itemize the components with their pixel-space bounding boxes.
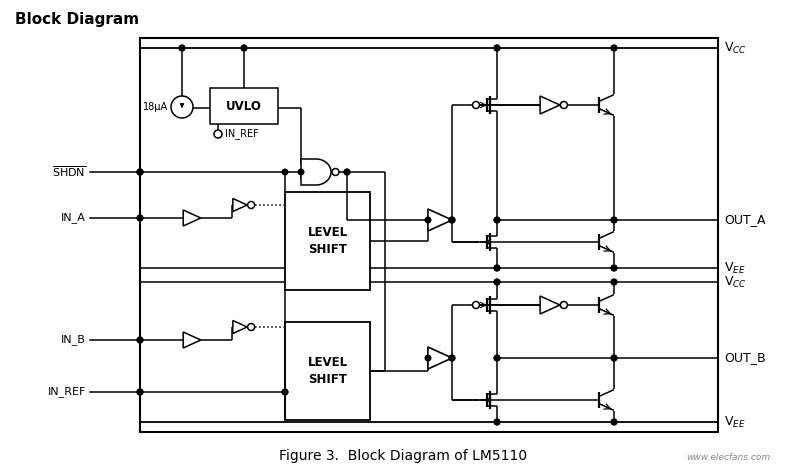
- Circle shape: [494, 355, 500, 361]
- Text: Figure 3.  Block Diagram of LM5110: Figure 3. Block Diagram of LM5110: [279, 449, 527, 463]
- Circle shape: [137, 337, 143, 343]
- Bar: [210, 88, 278, 124]
- Circle shape: [137, 215, 143, 221]
- Text: OUT_B: OUT_B: [724, 351, 766, 364]
- Circle shape: [494, 265, 500, 271]
- Text: IN_A: IN_A: [61, 212, 86, 223]
- Circle shape: [560, 302, 566, 308]
- Text: 18μA: 18μA: [143, 102, 168, 112]
- Text: IN_REF: IN_REF: [48, 386, 86, 397]
- Circle shape: [473, 302, 479, 309]
- Circle shape: [494, 419, 500, 425]
- Circle shape: [611, 265, 617, 271]
- Circle shape: [611, 279, 617, 285]
- Circle shape: [494, 279, 500, 285]
- Text: LEVEL
SHIFT: LEVEL SHIFT: [307, 226, 348, 256]
- Circle shape: [449, 355, 455, 361]
- Circle shape: [560, 101, 567, 108]
- Circle shape: [137, 215, 143, 221]
- Circle shape: [611, 217, 617, 223]
- Circle shape: [137, 169, 143, 175]
- Circle shape: [560, 302, 567, 309]
- Circle shape: [299, 169, 303, 175]
- Circle shape: [137, 169, 143, 175]
- Circle shape: [494, 217, 500, 223]
- Circle shape: [611, 279, 617, 285]
- Circle shape: [611, 419, 617, 425]
- Polygon shape: [428, 209, 452, 231]
- Circle shape: [137, 337, 143, 343]
- Text: V$_{CC}$: V$_{CC}$: [724, 274, 746, 289]
- Circle shape: [494, 355, 500, 361]
- Polygon shape: [183, 210, 201, 226]
- Circle shape: [425, 217, 431, 223]
- Polygon shape: [540, 296, 560, 314]
- Circle shape: [332, 168, 339, 175]
- Text: IN_B: IN_B: [61, 334, 86, 346]
- Circle shape: [241, 45, 247, 51]
- Circle shape: [179, 45, 185, 51]
- Circle shape: [611, 45, 617, 51]
- Circle shape: [494, 45, 500, 51]
- Circle shape: [611, 419, 617, 425]
- Circle shape: [560, 102, 566, 108]
- Circle shape: [248, 202, 255, 209]
- Circle shape: [137, 389, 143, 395]
- Polygon shape: [233, 320, 247, 333]
- Bar: [285, 192, 370, 290]
- Circle shape: [473, 101, 479, 108]
- Text: OUT_A: OUT_A: [724, 213, 766, 227]
- Circle shape: [611, 217, 617, 223]
- Circle shape: [611, 355, 617, 361]
- Circle shape: [137, 389, 143, 395]
- Circle shape: [611, 355, 617, 361]
- Circle shape: [449, 355, 455, 361]
- Circle shape: [345, 169, 349, 175]
- Bar: [140, 38, 718, 432]
- Circle shape: [248, 324, 255, 331]
- Circle shape: [494, 419, 500, 425]
- Circle shape: [494, 265, 500, 271]
- Circle shape: [282, 169, 288, 175]
- Circle shape: [611, 45, 617, 51]
- Text: V$_{EE}$: V$_{EE}$: [724, 415, 746, 430]
- Circle shape: [137, 169, 143, 175]
- Circle shape: [425, 355, 431, 361]
- Circle shape: [241, 45, 247, 51]
- Text: UVLO: UVLO: [226, 99, 262, 113]
- Text: IN_REF: IN_REF: [225, 129, 259, 139]
- Text: V$_{CC}$: V$_{CC}$: [724, 40, 746, 55]
- PathPatch shape: [301, 159, 331, 185]
- Text: $\overline{\mathrm{SHDN}}$: $\overline{\mathrm{SHDN}}$: [52, 165, 86, 179]
- Text: LEVEL
SHIFT: LEVEL SHIFT: [307, 356, 348, 386]
- Circle shape: [179, 45, 185, 51]
- Circle shape: [611, 265, 617, 271]
- Circle shape: [449, 217, 455, 223]
- Bar: [285, 322, 370, 420]
- Circle shape: [171, 96, 193, 118]
- Polygon shape: [428, 347, 452, 369]
- Polygon shape: [540, 96, 560, 114]
- Circle shape: [345, 169, 349, 175]
- Polygon shape: [233, 198, 247, 212]
- Circle shape: [494, 279, 500, 285]
- Circle shape: [282, 389, 288, 395]
- Polygon shape: [183, 332, 201, 348]
- Circle shape: [282, 389, 288, 395]
- Circle shape: [494, 45, 500, 51]
- Circle shape: [494, 217, 500, 223]
- Text: Block Diagram: Block Diagram: [15, 12, 139, 27]
- Circle shape: [137, 389, 143, 395]
- Circle shape: [449, 217, 455, 223]
- Circle shape: [214, 130, 222, 138]
- Text: www.elecfans.com: www.elecfans.com: [686, 453, 770, 461]
- Text: V$_{EE}$: V$_{EE}$: [724, 260, 746, 276]
